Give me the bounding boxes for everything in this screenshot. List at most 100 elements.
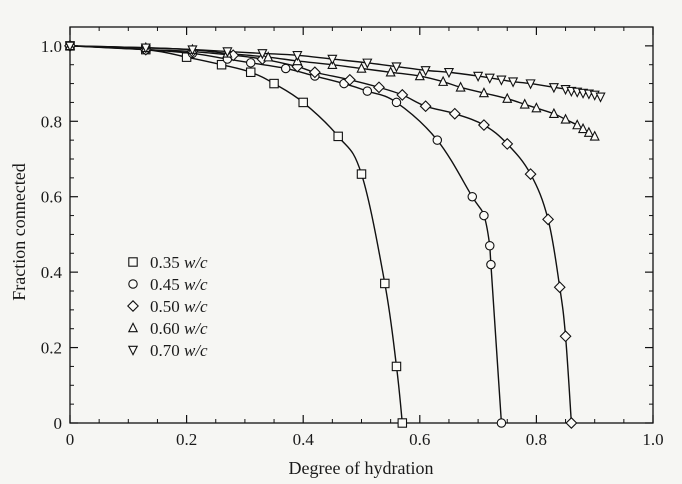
legend-value: 0.35 bbox=[150, 253, 184, 272]
data-point-0.70 bbox=[420, 66, 431, 77]
axis-ticks: 0 0.2 0.4 0.6 0.8 1.0 0 0.2 0.4 0.6 0.8 1.0 bbox=[41, 27, 664, 449]
data-point-0.60 bbox=[519, 98, 530, 109]
data-point-0.70 bbox=[391, 62, 402, 73]
y-tick-label: 0.6 bbox=[41, 188, 62, 207]
x-tick-label: 0.8 bbox=[526, 430, 547, 449]
y-tick-label: 0 bbox=[54, 414, 63, 433]
data-point-0.60 bbox=[572, 119, 583, 130]
data-point-0.35 bbox=[356, 169, 367, 179]
data-point-0.50 bbox=[373, 81, 385, 94]
x-tick-label: 1.0 bbox=[642, 430, 663, 449]
data-point-0.50 bbox=[419, 100, 432, 113]
data-point-0.70 bbox=[362, 58, 373, 69]
y-tick-label: 0.2 bbox=[41, 339, 62, 358]
data-point-0.50 bbox=[553, 281, 566, 294]
data-point-0.60 bbox=[478, 87, 490, 98]
x-tick-label: 0.6 bbox=[409, 430, 430, 449]
data-point-0.50 bbox=[501, 137, 514, 150]
legend-marker-0.45 bbox=[128, 279, 138, 289]
legend-label: 0.70 w/c bbox=[150, 341, 208, 360]
data-point-0.50 bbox=[477, 119, 490, 132]
data-point-0.45 bbox=[432, 135, 443, 145]
data-point-0.50 bbox=[343, 73, 356, 86]
data-point-0.70 bbox=[473, 71, 484, 82]
data-point-0.60 bbox=[531, 102, 542, 113]
legend-value: 0.50 bbox=[150, 297, 184, 316]
data-point-0.70 bbox=[548, 83, 559, 94]
data-point-0.35 bbox=[397, 418, 408, 428]
data-point-0.70 bbox=[507, 77, 519, 88]
data-point-0.35 bbox=[380, 278, 390, 289]
data-point-0.60 bbox=[589, 130, 600, 141]
legend-marker-0.70 bbox=[127, 345, 139, 356]
data-point-0.45 bbox=[496, 418, 507, 428]
data-point-0.50 bbox=[524, 168, 537, 181]
legend-value: 0.70 bbox=[150, 341, 184, 360]
legend-marker-0.35 bbox=[128, 257, 138, 267]
data-point-0.45 bbox=[280, 63, 291, 74]
data-point-0.45 bbox=[245, 58, 256, 68]
data-point-0.50 bbox=[565, 417, 578, 429]
data-point-0.70 bbox=[496, 75, 507, 86]
x-tick-label: 0 bbox=[66, 430, 75, 449]
legend: 0.35 w/c0.45 w/c0.50 w/c0.60 w/c0.70 w/c bbox=[127, 253, 208, 360]
data-point-0.60 bbox=[356, 62, 367, 73]
legend-label: 0.50 w/c bbox=[150, 297, 208, 316]
data-point-0.45 bbox=[486, 259, 496, 270]
data-point-0.70 bbox=[257, 49, 268, 60]
legend-label: 0.35 w/c bbox=[150, 253, 208, 272]
y-tick-label: 0.4 bbox=[41, 263, 63, 282]
data-point-0.60 bbox=[414, 70, 425, 81]
legend-unit: w/c bbox=[184, 275, 208, 294]
series-line-0.60 bbox=[69, 45, 596, 137]
x-tick-label: 0.2 bbox=[176, 430, 197, 449]
data-point-0.60 bbox=[455, 81, 466, 92]
data-point-0.70 bbox=[64, 41, 76, 52]
data-point-0.70 bbox=[443, 68, 455, 79]
data-point-0.60 bbox=[438, 75, 449, 86]
data-point-0.35 bbox=[216, 59, 227, 70]
series-curves bbox=[69, 45, 601, 424]
legend-marker-0.50 bbox=[127, 300, 139, 312]
x-axis-title: Degree of hydration bbox=[289, 458, 434, 478]
series-line-0.35 bbox=[69, 45, 404, 424]
data-point-0.50 bbox=[559, 330, 572, 343]
data-point-0.35 bbox=[333, 131, 343, 142]
legend-label: 0.60 w/c bbox=[150, 319, 208, 338]
data-point-0.70 bbox=[222, 47, 233, 58]
series-line-0.50 bbox=[69, 45, 573, 424]
y-axis-title: Fraction connected bbox=[9, 163, 29, 300]
series-markers bbox=[64, 39, 606, 429]
data-point-0.70 bbox=[140, 43, 151, 54]
data-point-0.35 bbox=[245, 67, 256, 78]
data-point-0.45 bbox=[479, 210, 489, 221]
data-point-0.35 bbox=[298, 97, 308, 108]
data-point-0.70 bbox=[187, 45, 198, 56]
data-point-0.70 bbox=[525, 79, 536, 90]
data-point-0.60 bbox=[263, 51, 274, 62]
data-point-0.45 bbox=[485, 240, 495, 251]
legend-value: 0.60 bbox=[150, 319, 184, 338]
data-point-0.35 bbox=[391, 361, 402, 372]
data-point-0.60 bbox=[502, 92, 513, 103]
data-point-0.70 bbox=[484, 73, 495, 84]
legend-value: 0.45 bbox=[150, 275, 184, 294]
series-line-0.45 bbox=[69, 45, 503, 424]
data-point-0.70 bbox=[595, 92, 606, 103]
data-point-0.45 bbox=[467, 191, 478, 202]
data-point-0.60 bbox=[577, 122, 589, 134]
data-point-0.70 bbox=[327, 54, 338, 65]
data-point-0.60 bbox=[385, 66, 396, 77]
legend-label: 0.45 w/c bbox=[150, 275, 208, 294]
data-point-0.60 bbox=[560, 113, 571, 124]
data-point-0.50 bbox=[542, 213, 555, 226]
data-point-0.50 bbox=[396, 88, 409, 101]
data-point-0.60 bbox=[583, 126, 594, 137]
y-tick-label: 1.0 bbox=[41, 37, 62, 56]
data-point-0.60 bbox=[548, 107, 559, 118]
legend-unit: w/c bbox=[184, 341, 208, 360]
legend-marker-0.60 bbox=[127, 322, 139, 333]
y-tick-label: 0.8 bbox=[41, 112, 62, 131]
data-point-0.70 bbox=[292, 51, 303, 62]
